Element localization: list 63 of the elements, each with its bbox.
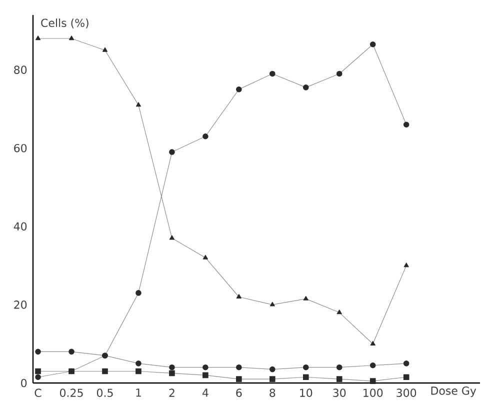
point xyxy=(403,122,410,128)
point xyxy=(169,235,175,240)
x-tick-label: 1 xyxy=(136,388,141,397)
y-tick-label: 0 xyxy=(21,378,27,388)
x-tick-label: 6 xyxy=(236,388,242,397)
point xyxy=(202,364,208,370)
x-tick-label: 100 xyxy=(364,388,383,397)
x-tick-label: 0.5 xyxy=(96,388,113,397)
x-tick-label: C xyxy=(34,388,42,397)
x-tick-label: 8 xyxy=(270,388,276,397)
x-tick-label: 30 xyxy=(333,388,346,397)
x-tick-label: 300 xyxy=(396,388,416,397)
point xyxy=(102,47,108,52)
point xyxy=(202,133,208,140)
y-tick-label: 20 xyxy=(14,300,27,309)
point xyxy=(336,310,342,314)
point xyxy=(336,364,342,370)
point xyxy=(370,340,376,346)
point xyxy=(302,364,309,370)
y-axis-title: Cells (%) xyxy=(41,18,88,28)
point xyxy=(169,370,175,376)
point xyxy=(136,368,142,374)
y-tick-label: 60 xyxy=(14,144,27,152)
x-tick-label: 10 xyxy=(300,388,312,397)
point xyxy=(236,294,242,298)
point xyxy=(102,368,108,374)
point xyxy=(370,362,376,368)
point xyxy=(68,348,74,355)
point xyxy=(303,296,308,300)
point xyxy=(336,70,342,77)
point xyxy=(270,376,276,382)
point xyxy=(403,374,410,380)
point xyxy=(302,84,309,90)
point xyxy=(202,254,208,260)
point xyxy=(370,378,376,384)
y-tick-label: 80 xyxy=(14,66,27,74)
point xyxy=(136,360,142,366)
point xyxy=(35,368,41,374)
point xyxy=(236,376,242,382)
point xyxy=(136,102,142,107)
point xyxy=(169,149,175,155)
y-tick-label: 40 xyxy=(14,222,27,231)
x-tick-label: 0.25 xyxy=(60,388,83,397)
point xyxy=(236,364,242,370)
point xyxy=(68,36,74,40)
point xyxy=(35,374,41,380)
point xyxy=(136,290,142,296)
point xyxy=(270,70,276,77)
x-tick-label: 2 xyxy=(169,388,174,397)
point xyxy=(403,360,410,366)
x-tick-label: 4 xyxy=(202,388,208,397)
point xyxy=(169,364,175,370)
point xyxy=(404,262,409,268)
point xyxy=(202,372,208,378)
point xyxy=(270,302,275,306)
point xyxy=(370,41,376,48)
point xyxy=(236,86,242,92)
point xyxy=(35,348,41,355)
point xyxy=(336,376,342,382)
point xyxy=(35,36,41,40)
point xyxy=(270,366,276,372)
x-axis-title: Dose Gy xyxy=(431,386,476,397)
point xyxy=(302,374,309,380)
